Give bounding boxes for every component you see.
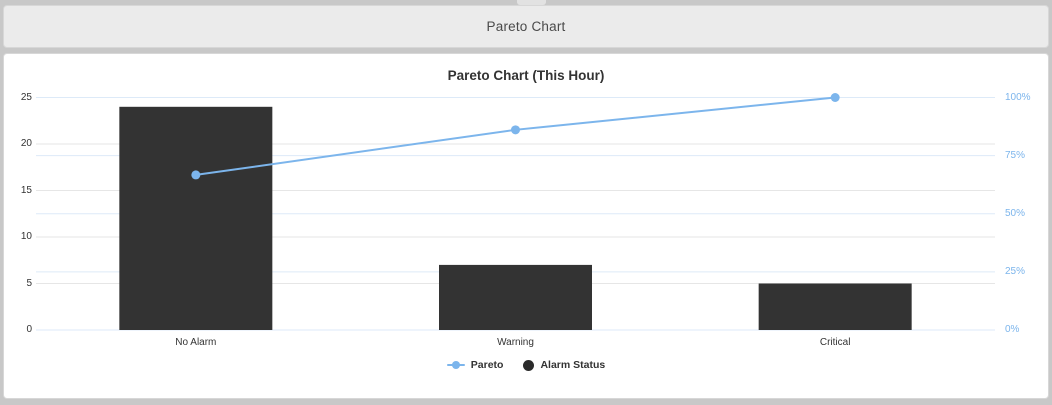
y-left-tick-5: 5 [26, 277, 32, 289]
pareto-chart-canvas [36, 93, 995, 331]
x-category-no-alarm: No Alarm [175, 337, 217, 348]
y-left-tick-20: 20 [20, 138, 32, 149]
y-right-tick-0: 0% [1005, 324, 1020, 335]
pareto-point-critical[interactable] [830, 93, 840, 102]
chart-legend: Pareto Alarm Status [4, 359, 1048, 371]
legend-label-alarm-status: Alarm Status [540, 359, 606, 371]
x-category-warning: Warning [497, 337, 534, 348]
pareto-line-marker-icon [446, 361, 465, 369]
legend-item-alarm-status[interactable]: Alarm Status [523, 359, 605, 371]
pareto-line [195, 96, 836, 176]
pareto-point-no-alarm[interactable] [191, 170, 201, 180]
y-left-tick-0: 0 [26, 324, 32, 335]
x-category-critical: Critical [819, 337, 851, 348]
y-right-tick-50: 50% [1005, 207, 1026, 219]
panel-title: Pareto Chart [486, 19, 566, 34]
pareto-point-warning[interactable] [511, 125, 520, 135]
panel-drag-handle[interactable] [517, 0, 546, 5]
y-right-tick-100: 100% [1005, 91, 1031, 103]
y-right-tick-75: 75% [1005, 149, 1026, 161]
chart-title: Pareto Chart (This Hour) [447, 68, 605, 83]
y-right-tick-25: 25% [1005, 265, 1026, 277]
y-left-tick-25: 25 [20, 91, 32, 103]
y-left-tick-15: 15 [20, 184, 32, 196]
legend-label-pareto: Pareto [470, 359, 504, 371]
bar-warning[interactable] [439, 264, 592, 330]
bar-no-alarm[interactable] [119, 106, 273, 330]
y-left-tick-10: 10 [20, 231, 32, 242]
pareto-chart-panel: Pareto Chart (This Hour) 0 5 10 15 20 25 0% 25%… [3, 53, 1049, 399]
legend-item-pareto[interactable]: Pareto [446, 359, 504, 371]
panel-header: Pareto Chart [3, 5, 1049, 48]
bar-critical[interactable] [758, 283, 912, 331]
alarm-status-circle-marker-icon [523, 359, 535, 371]
